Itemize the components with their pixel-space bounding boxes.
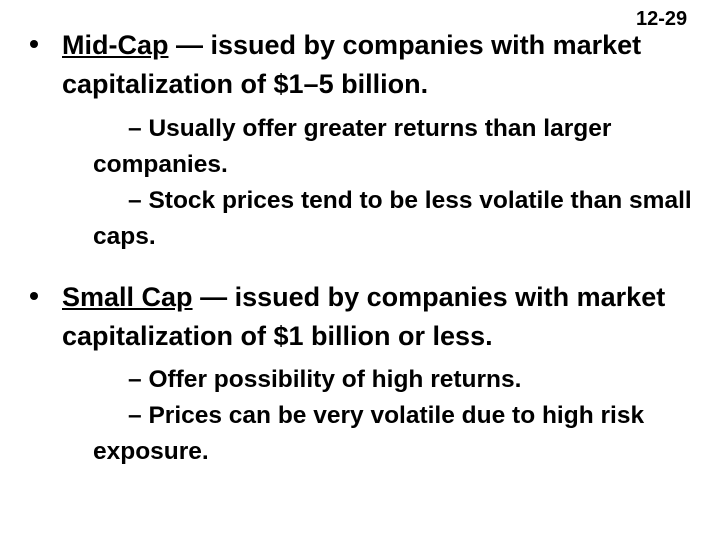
sub-bullet-text: Usually offer greater returns than large…: [93, 115, 612, 178]
dash: –: [128, 187, 149, 214]
sub-bullets: – Usually offer greater returns than lar…: [93, 111, 693, 255]
sub-bullet-text: Stock prices tend to be less volatile th…: [93, 187, 692, 250]
sub-bullet-text: Offer possibility of high returns.: [148, 366, 522, 393]
sub-bullet: – Stock prices tend to be less volatile …: [93, 183, 693, 255]
dash: –: [128, 402, 149, 429]
bullet-text: — issued by companies with market capita…: [62, 30, 642, 99]
bullet: Mid-Cap — issued by companies with marke…: [30, 26, 692, 104]
sub-bullet-text: Prices can be very volatile due to high …: [93, 402, 645, 465]
bullet-term: Mid-Cap: [62, 30, 169, 60]
sub-bullets: – Offer possibility of high returns. – Pr…: [93, 362, 693, 470]
dash: –: [128, 366, 149, 393]
page-number: 12-29: [636, 8, 688, 30]
bullet: Small Cap — issued by companies with mar…: [30, 278, 692, 356]
dash: –: [128, 115, 149, 142]
bullet-dot: [30, 40, 38, 48]
sub-bullet: – Offer possibility of high returns.: [93, 362, 693, 398]
sub-bullet: – Prices can be very volatile due to hig…: [93, 398, 693, 470]
bullet-term: Small Cap: [62, 282, 193, 312]
sub-bullet: – Usually offer greater returns than lar…: [93, 111, 693, 183]
bullet-dot: [30, 292, 38, 300]
bullet-text: — issued by companies with market capita…: [62, 282, 666, 351]
